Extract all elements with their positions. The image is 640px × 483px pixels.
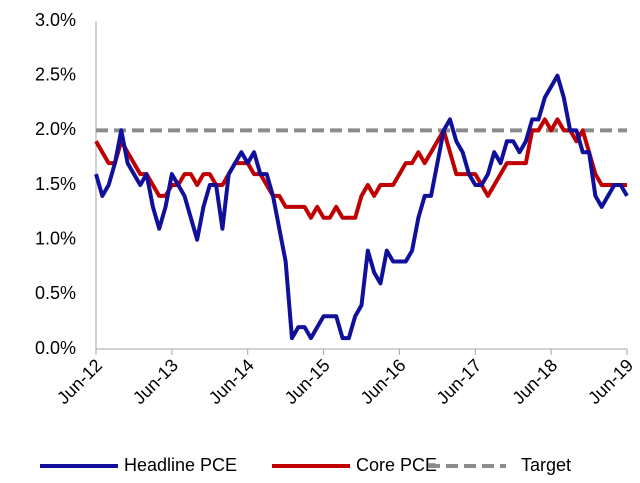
x-tick-label: Jun-17 — [432, 355, 485, 408]
y-tick-label: 0.0% — [35, 338, 76, 358]
x-tick-label: Jun-12 — [53, 355, 106, 408]
y-tick-label: 2.0% — [35, 119, 76, 139]
x-tick-label: Jun-15 — [281, 355, 334, 408]
legend-label: Headline PCE — [124, 455, 237, 475]
legend-label: Core PCE — [356, 455, 437, 475]
y-tick-label: 1.5% — [35, 174, 76, 194]
x-tick-label: Jun-14 — [205, 355, 258, 408]
legend-label: Target — [521, 455, 571, 475]
y-tick-label: 0.5% — [35, 283, 76, 303]
x-tick-label: Jun-19 — [584, 355, 637, 408]
y-tick-label: 2.5% — [35, 64, 76, 84]
series-line — [94, 73, 629, 341]
series-line — [94, 117, 627, 220]
x-tick-label: Jun-13 — [129, 355, 182, 408]
y-tick-label: 3.0% — [35, 10, 76, 30]
x-tick-label: Jun-16 — [357, 355, 410, 408]
y-tick-label: 1.0% — [35, 228, 76, 248]
x-tick-label: Jun-18 — [508, 355, 561, 408]
